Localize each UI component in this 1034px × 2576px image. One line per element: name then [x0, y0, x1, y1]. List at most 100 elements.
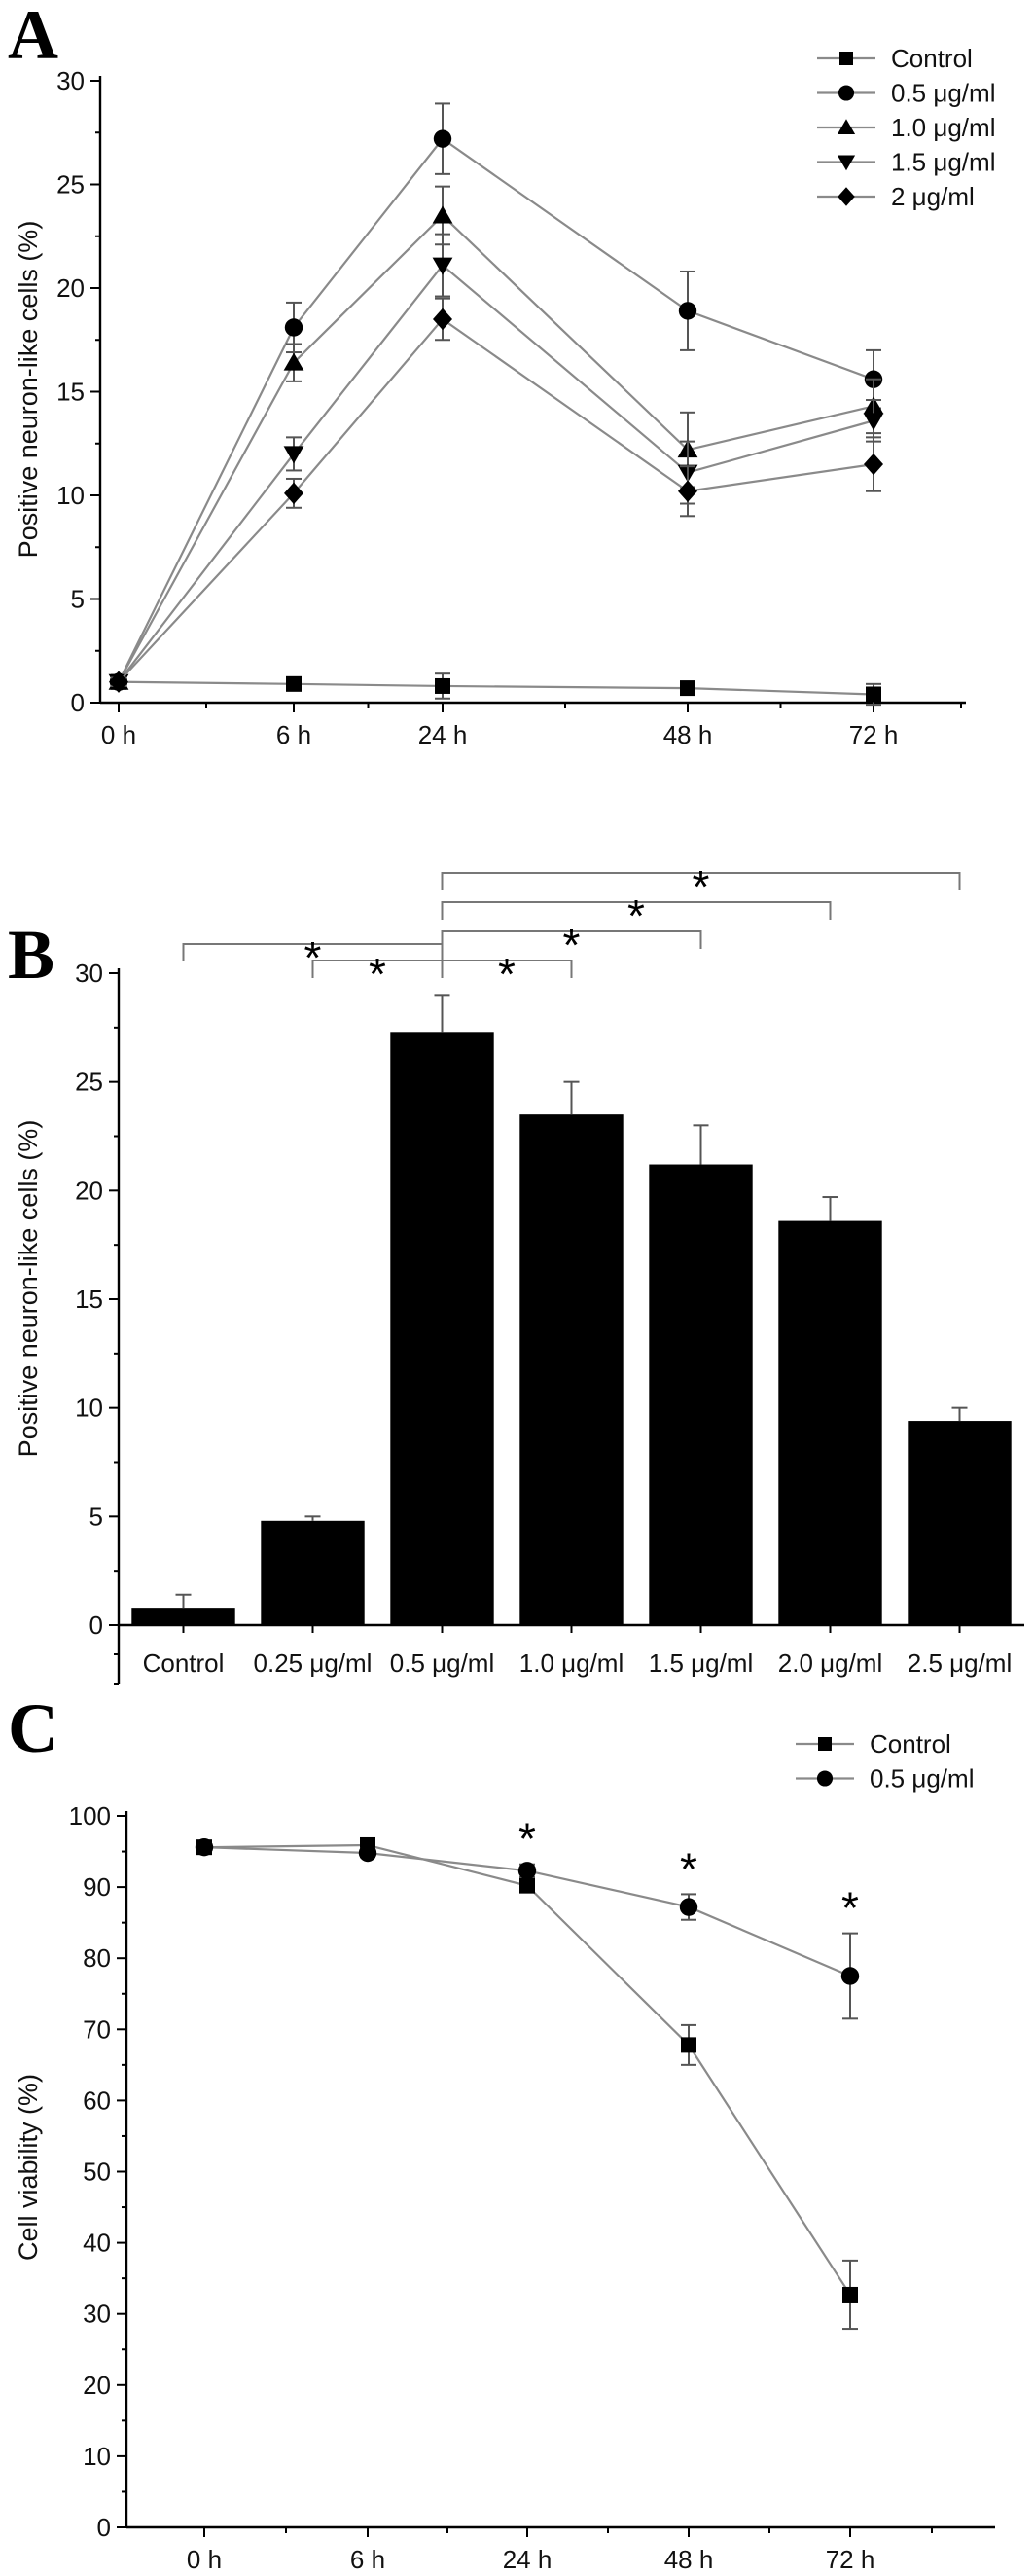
x-tick-label: 72 h: [826, 2545, 875, 2574]
data-point: [680, 680, 695, 697]
legend-label: 1.5 μg/ml: [891, 148, 995, 177]
bar: [131, 1608, 235, 1625]
x-tick-label: 6 h: [350, 2545, 385, 2574]
significance-star: *: [369, 949, 386, 999]
legend-marker: [838, 187, 855, 206]
y-tick-label: 20: [75, 1176, 103, 1205]
chart-b-y-axis-label: Positive neuron-like cells (%): [14, 1120, 43, 1458]
legend-marker: [839, 52, 853, 65]
y-tick-label: 10: [56, 481, 85, 510]
significance-star: *: [518, 1814, 536, 1865]
data-point: [433, 129, 452, 148]
error-bar: [822, 1196, 838, 1221]
chart-c: 0 10 20 30 40 50 60 70 80 90 100 0 h 6 h 24 h 48 h 72 h…: [69, 1729, 995, 2574]
y-tick-label: 15: [56, 378, 85, 407]
significance-bracket: *: [441, 890, 832, 941]
data-point: [283, 446, 304, 464]
data-point: [284, 482, 303, 505]
significance-star: *: [841, 1883, 859, 1934]
y-tick-label: 30: [56, 66, 85, 95]
bracket-line: [441, 960, 573, 978]
series-control: [111, 672, 881, 707]
series-line: [118, 680, 874, 696]
y-tick-label: 15: [75, 1285, 103, 1314]
x-tick-label: 1.0 μg/ml: [519, 1649, 624, 1678]
panel-letter-c: C: [8, 1689, 58, 1767]
y-tick-label: 20: [56, 273, 85, 303]
x-tick-label: 2.5 μg/ml: [908, 1649, 1012, 1678]
series-2-g-ml: [109, 297, 883, 693]
x-tick-label: 0 h: [101, 720, 136, 749]
significance-star: *: [304, 932, 322, 983]
y-tick-label: 100: [69, 1801, 111, 1831]
legend-marker: [838, 85, 855, 101]
data-point: [432, 257, 453, 275]
legend-marker: [837, 119, 856, 134]
bar: [778, 1220, 882, 1625]
bar: [390, 1032, 494, 1625]
data-point: [435, 677, 450, 694]
data-point: [840, 1967, 860, 1985]
error-bar: [304, 1515, 321, 1521]
x-tick-label: 2.0 μg/ml: [778, 1649, 882, 1678]
x-tick-label: 48 h: [663, 720, 713, 749]
y-tick-label: 30: [75, 959, 103, 988]
significance-bracket: *: [441, 949, 573, 999]
series-line: [118, 317, 874, 683]
y-tick-label: 30: [83, 2300, 111, 2329]
series-line: [203, 1843, 851, 2296]
chart-a: 0 5 10 15 20 25 30 0 h 6 h 24 h 48 h 72 h Control 0.5…: [56, 44, 995, 749]
error-bar: [563, 1080, 580, 1115]
y-tick-label: 90: [83, 1872, 111, 1902]
data-point: [433, 308, 452, 331]
legend-label: Control: [870, 1729, 951, 1759]
series-line: [118, 213, 874, 683]
x-tick-label: 0.5 μg/ml: [390, 1649, 494, 1678]
y-tick-label: 25: [56, 170, 85, 200]
legend-label: 0.5 μg/ml: [891, 79, 995, 108]
x-tick-label: 0.25 μg/ml: [254, 1649, 373, 1678]
data-point: [284, 318, 303, 337]
series-line: [118, 137, 874, 683]
y-tick-label: 40: [83, 2229, 111, 2258]
panel-letter-a: A: [8, 0, 58, 74]
data-point: [283, 352, 304, 371]
chart-b: 0 5 10 15 20 25 30 Control 0.25 μg/ml 0.5 μg/ml 1.…: [75, 861, 1024, 1685]
legend-marker: [818, 1737, 832, 1751]
y-tick-label: 0: [71, 688, 85, 717]
bracket-line: [441, 930, 702, 949]
y-tick-label: 10: [75, 1394, 103, 1423]
data-point: [286, 675, 302, 692]
data-point: [866, 686, 881, 703]
significance-bracket: *: [311, 949, 444, 999]
x-tick-label: 1.5 μg/ml: [649, 1649, 753, 1678]
x-tick-label: 6 h: [276, 720, 311, 749]
data-point: [678, 302, 697, 320]
x-tick-label: 24 h: [503, 2545, 553, 2574]
chart-c-y-axis-label: Cell viability (%): [14, 2074, 43, 2261]
y-tick-label: 0: [97, 2513, 111, 2542]
significance-star: *: [693, 861, 710, 912]
significance-star: *: [563, 920, 581, 970]
x-tick-label: 72 h: [849, 720, 899, 749]
series-1-0-g-ml: [108, 185, 884, 690]
x-tick-label: Control: [143, 1649, 225, 1678]
data-point: [678, 480, 697, 502]
y-tick-label: 20: [83, 2371, 111, 2400]
y-tick-label: 10: [83, 2442, 111, 2471]
significance-bracket: *: [182, 932, 444, 983]
legend-label: Control: [891, 44, 973, 73]
data-point: [679, 1898, 698, 1916]
significance-star: *: [627, 890, 645, 941]
x-tick-label: 48 h: [664, 2545, 714, 2574]
bracket-line: [441, 901, 832, 920]
y-tick-label: 70: [83, 2014, 111, 2044]
y-tick-label: 80: [83, 1943, 111, 1973]
data-point: [195, 1837, 214, 1857]
data-point: [432, 205, 453, 224]
data-point: [517, 1862, 537, 1880]
significance-star: *: [680, 1843, 697, 1894]
x-tick-label: 0 h: [187, 2545, 222, 2574]
data-point: [109, 671, 128, 693]
